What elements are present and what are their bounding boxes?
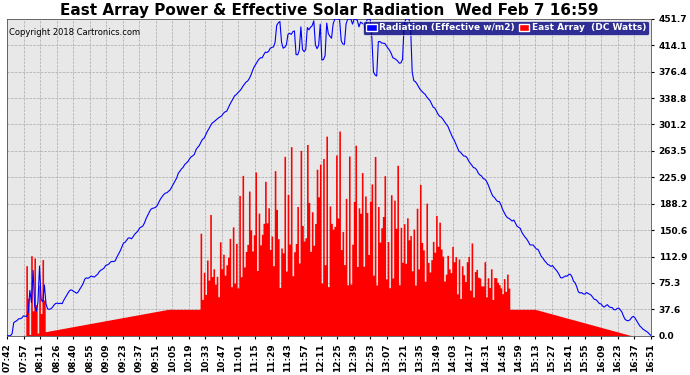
- Text: Copyright 2018 Cartronics.com: Copyright 2018 Cartronics.com: [8, 28, 139, 38]
- Title: East Array Power & Effective Solar Radiation  Wed Feb 7 16:59: East Array Power & Effective Solar Radia…: [60, 3, 598, 18]
- Legend: Radiation (Effective w/m2), East Array  (DC Watts): Radiation (Effective w/m2), East Array (…: [363, 21, 649, 35]
